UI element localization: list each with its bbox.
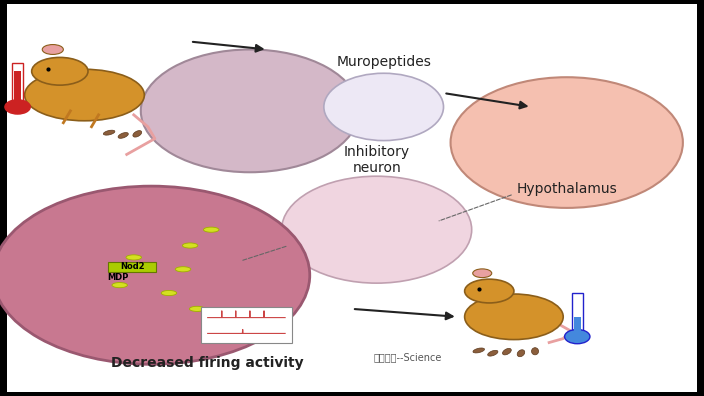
Ellipse shape	[203, 227, 219, 232]
Text: Inhibitory
neuron: Inhibitory neuron	[344, 145, 410, 175]
Ellipse shape	[465, 279, 514, 303]
Ellipse shape	[112, 283, 127, 287]
Ellipse shape	[532, 348, 539, 355]
Circle shape	[451, 77, 683, 208]
Bar	[574, 317, 581, 333]
Text: 图片来源--Science: 图片来源--Science	[373, 352, 441, 362]
Bar	[14, 71, 21, 103]
Ellipse shape	[175, 267, 191, 272]
Circle shape	[141, 50, 359, 172]
Ellipse shape	[488, 350, 498, 356]
Text: MDP: MDP	[108, 273, 129, 282]
Circle shape	[324, 73, 444, 141]
Circle shape	[0, 186, 310, 364]
Ellipse shape	[473, 348, 484, 353]
Ellipse shape	[118, 133, 128, 138]
Ellipse shape	[465, 294, 563, 340]
Ellipse shape	[189, 307, 205, 311]
Ellipse shape	[161, 291, 177, 295]
Ellipse shape	[32, 57, 88, 85]
Text: Hypothalamus: Hypothalamus	[516, 182, 617, 196]
Bar	[572, 293, 583, 333]
Circle shape	[565, 329, 590, 344]
Bar	[12, 63, 23, 103]
FancyBboxPatch shape	[201, 307, 292, 343]
Circle shape	[282, 176, 472, 283]
Circle shape	[5, 100, 30, 114]
FancyBboxPatch shape	[108, 262, 156, 272]
Ellipse shape	[517, 350, 524, 357]
Ellipse shape	[103, 130, 115, 135]
Ellipse shape	[182, 243, 198, 248]
Ellipse shape	[473, 269, 492, 278]
Text: Decreased firing activity: Decreased firing activity	[111, 356, 304, 370]
Text: Nod2: Nod2	[120, 263, 144, 271]
Ellipse shape	[42, 45, 63, 55]
Text: Muropeptides: Muropeptides	[337, 55, 431, 69]
Ellipse shape	[126, 255, 142, 260]
Ellipse shape	[25, 69, 144, 121]
Ellipse shape	[503, 348, 511, 355]
Ellipse shape	[133, 131, 142, 137]
